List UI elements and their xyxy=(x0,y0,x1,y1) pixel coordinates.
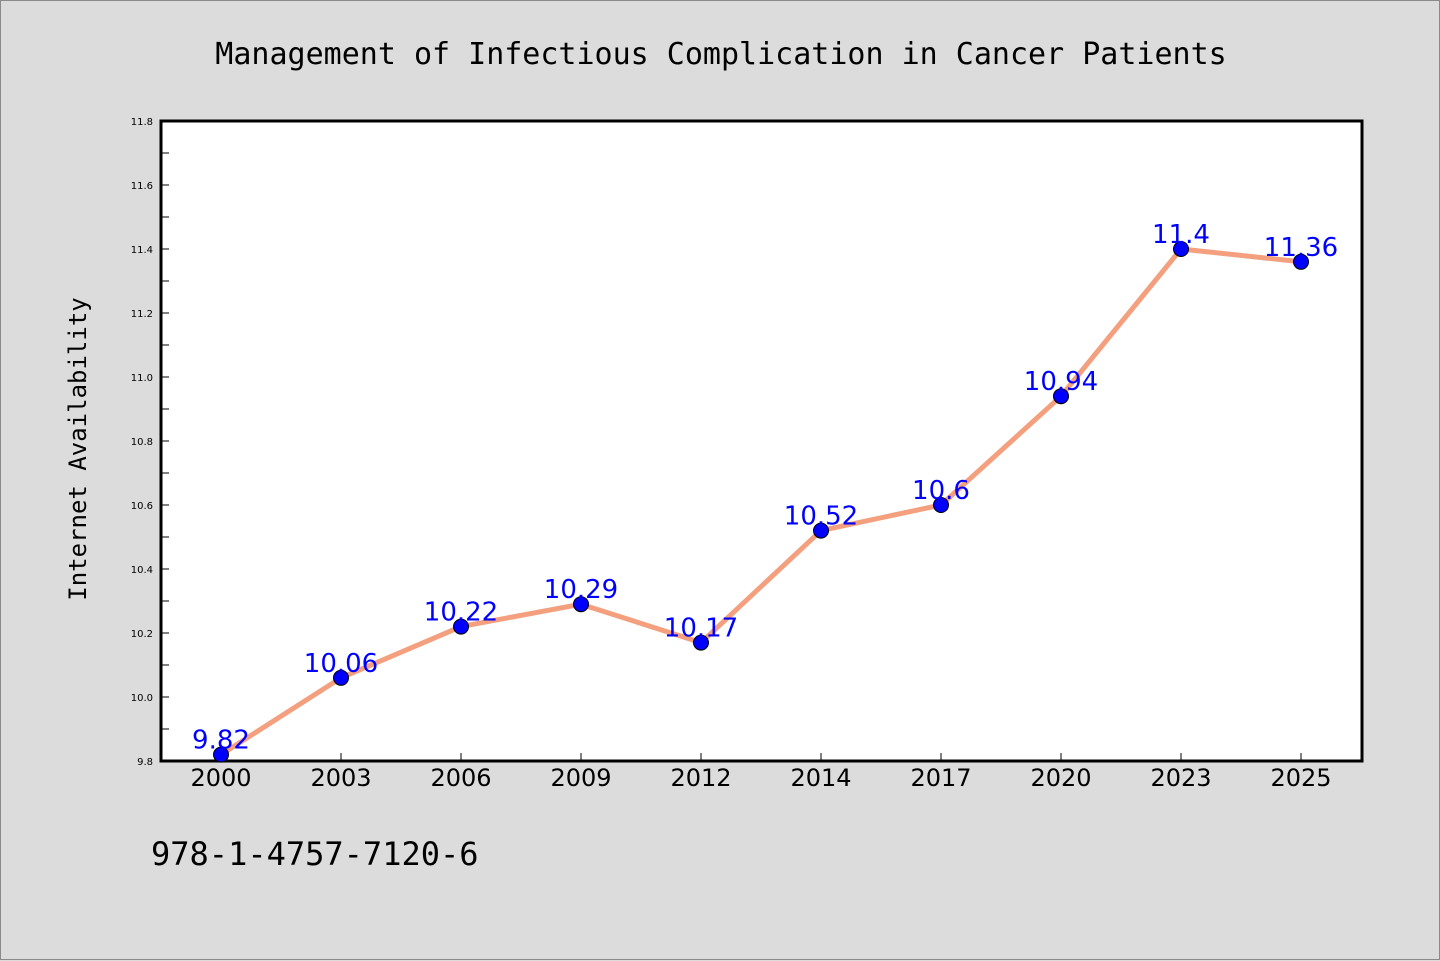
x-tick-label: 2006 xyxy=(430,764,491,792)
data-point xyxy=(693,634,709,651)
data-label: 10.52 xyxy=(784,502,858,532)
data-label: 10.94 xyxy=(1024,367,1098,397)
data-label: 11.36 xyxy=(1264,233,1338,263)
series-line xyxy=(219,246,1302,757)
x-axis: 2000 2003 2006 2009 2012 2014 2017 2020 2023 2025 xyxy=(190,753,1332,792)
data-labels: 9.82 10.06 10.22 10.29 10.17 10.52 10.6 10.94 11… xyxy=(192,220,1338,756)
isbn-text: 978-1-4757-7120-6 xyxy=(151,835,479,873)
data-point xyxy=(1053,388,1069,405)
y-tick-label: 11.0 xyxy=(131,373,153,384)
y-tick-label: 11.2 xyxy=(131,309,153,320)
data-point xyxy=(1173,241,1189,257)
plot-area xyxy=(159,119,1364,763)
y-tick-label: 11.4 xyxy=(131,245,153,256)
data-markers xyxy=(213,241,1309,763)
data-label: 10.17 xyxy=(664,614,738,644)
y-tick-label: 10.0 xyxy=(131,693,153,704)
data-label: 11.4 xyxy=(1152,220,1210,250)
y-tick-label: 9.8 xyxy=(137,757,153,768)
x-tick-label: 2025 xyxy=(1270,764,1331,792)
y-tick-label: 10.8 xyxy=(131,437,153,448)
chart-title: Management of Infectious Complication in… xyxy=(215,37,1226,72)
y-axis-label: Internet Availability xyxy=(64,297,92,600)
x-tick-label: 2003 xyxy=(310,764,371,792)
data-point xyxy=(1293,253,1309,270)
y-tick-label: 11.6 xyxy=(131,181,153,192)
y-tick-label: 10.2 xyxy=(131,629,153,640)
data-point xyxy=(573,596,589,613)
y-tick-label: 10.4 xyxy=(131,565,153,576)
x-tick-label: 2020 xyxy=(1030,764,1091,792)
y-tick-label: 11.8 xyxy=(131,117,153,128)
data-label: 10.29 xyxy=(544,575,618,605)
x-tick-label: 2012 xyxy=(670,764,731,792)
y-tick-label: 10.6 xyxy=(131,501,153,512)
data-point xyxy=(453,618,469,635)
data-point xyxy=(933,497,949,513)
data-point xyxy=(333,669,349,686)
data-label: 10.6 xyxy=(912,476,970,506)
x-tick-label: 2000 xyxy=(190,764,251,792)
data-label: 10.06 xyxy=(304,649,378,679)
y-axis: 9.8 10.0 10.2 10.4 10.6 10.8 11.0 11.2 11.4 11.6 1… xyxy=(131,117,169,768)
x-tick-label: 2023 xyxy=(1150,764,1211,792)
data-point xyxy=(213,746,229,763)
data-label: 9.82 xyxy=(192,726,250,756)
x-tick-label: 2009 xyxy=(550,764,611,792)
x-tick-label: 2017 xyxy=(910,764,971,792)
x-tick-label: 2014 xyxy=(790,764,851,792)
data-point xyxy=(813,522,829,539)
data-label: 10.22 xyxy=(424,598,498,628)
